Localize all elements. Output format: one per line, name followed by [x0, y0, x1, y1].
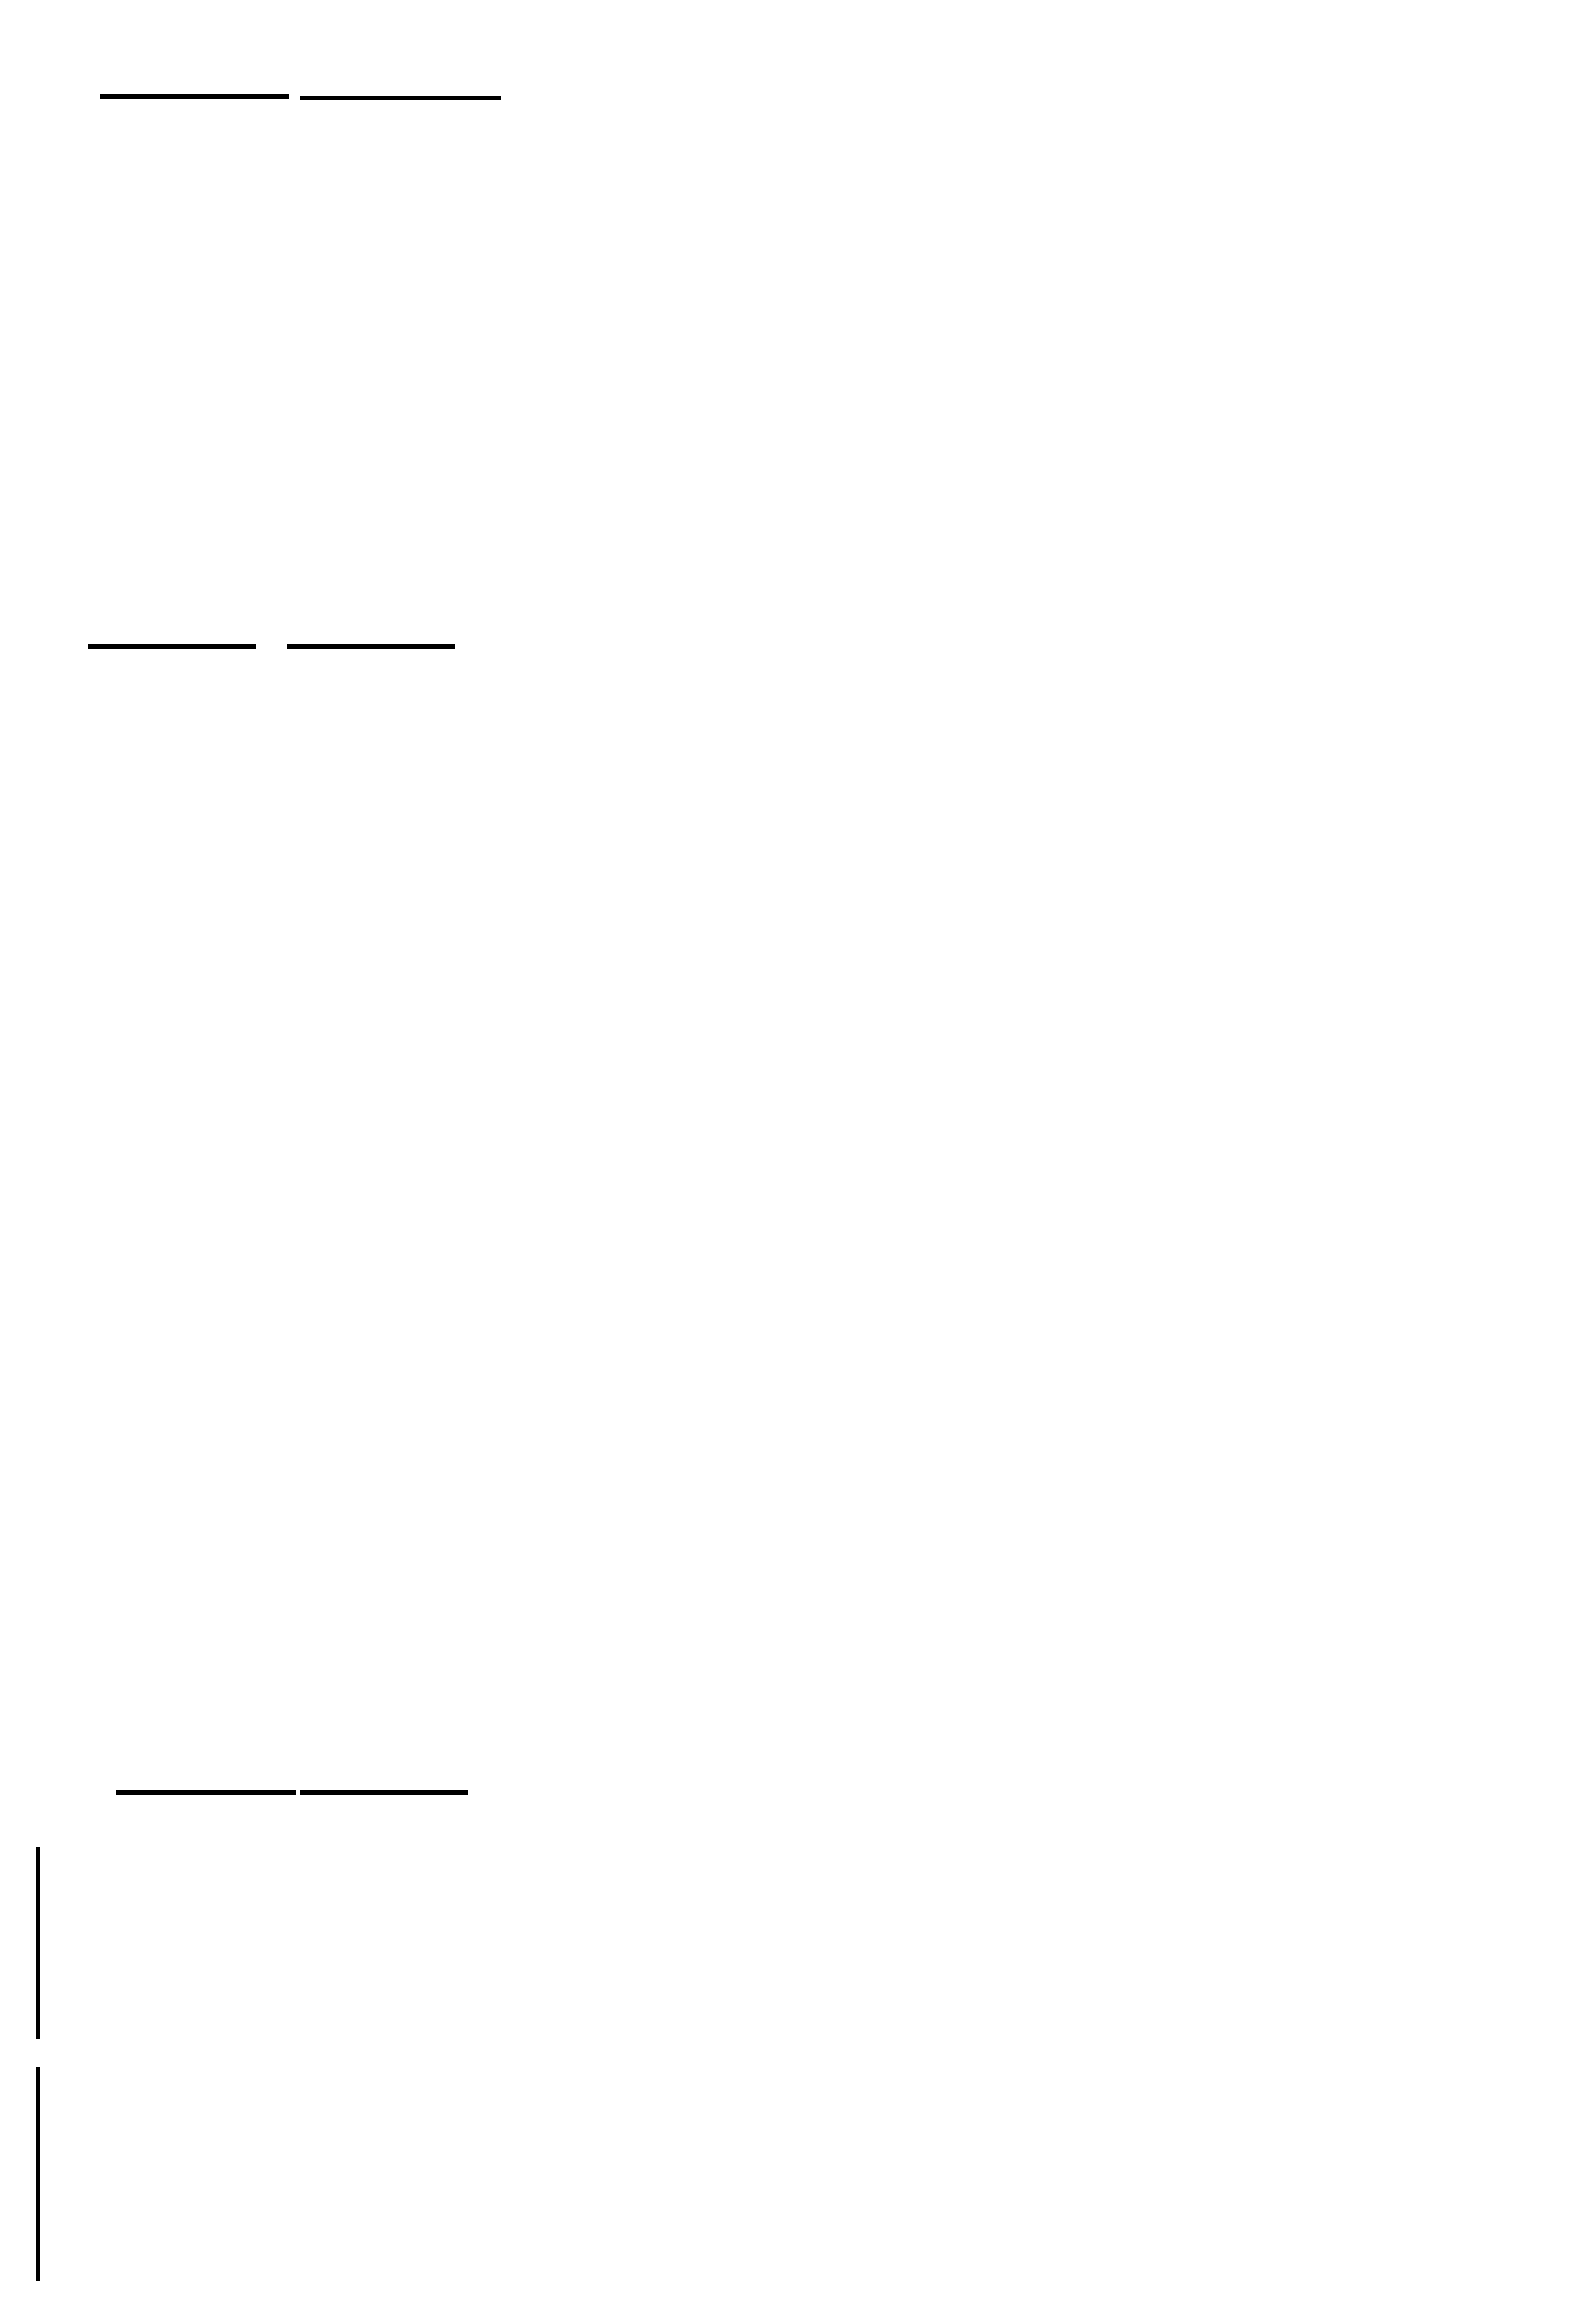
divider — [300, 96, 501, 100]
divider — [88, 644, 256, 649]
divider — [300, 1790, 468, 1795]
nuclear-bracket — [36, 2067, 40, 2281]
cyto-bracket — [36, 1847, 40, 2039]
divider — [287, 644, 455, 649]
divider — [100, 94, 289, 99]
divider — [116, 1790, 296, 1795]
